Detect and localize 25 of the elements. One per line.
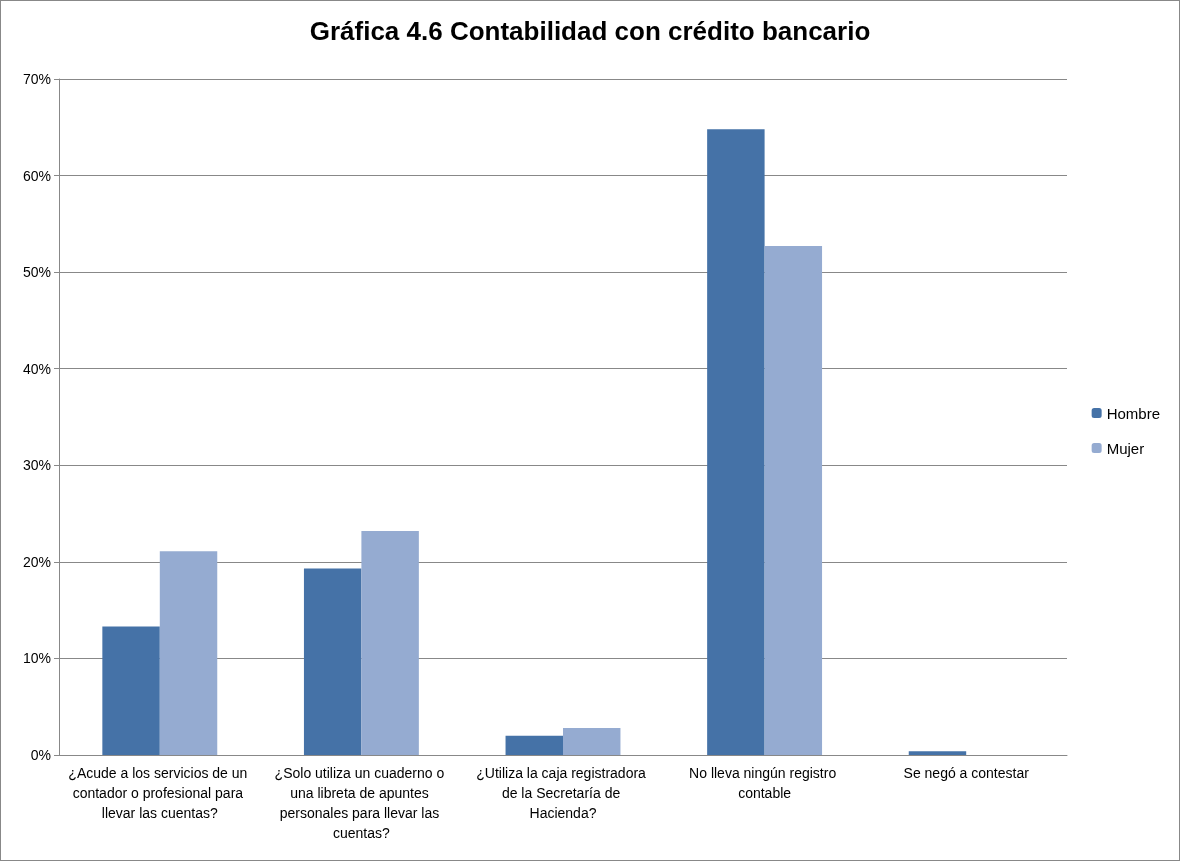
bar bbox=[908, 751, 967, 755]
legend-label: Mujer bbox=[1106, 439, 1145, 457]
y-tick-label: 30% bbox=[22, 457, 51, 474]
y-tick-label: 60% bbox=[22, 167, 51, 184]
bar bbox=[102, 626, 160, 755]
x-tick-label: ¿Utiliza la caja registradora de la Secretaría de Hacienda? bbox=[476, 765, 650, 821]
y-tick-label: 70% bbox=[22, 71, 51, 87]
y-tick-label: 50% bbox=[22, 264, 51, 281]
chart-title: Gráfica 4.6 Contabilidad con crédito bancario bbox=[309, 16, 871, 46]
x-tick-label: No lleva ningún registro contable bbox=[689, 765, 841, 801]
y-tick-label: 40% bbox=[22, 360, 51, 377]
y-tick-label: 20% bbox=[22, 553, 51, 570]
bar bbox=[303, 568, 362, 755]
x-tick-label: ¿Solo utiliza un cuaderno o una libreta de apuntes personales para llevar las cuentas? bbox=[274, 765, 449, 841]
y-tick-label: 10% bbox=[22, 650, 51, 667]
x-tick-label: ¿Acude a los servicios de un contador o profesional para llevar las cuentas? bbox=[68, 765, 252, 821]
bar bbox=[707, 129, 765, 755]
bar bbox=[361, 530, 419, 755]
y-tick-label: 0% bbox=[30, 747, 51, 763]
bar bbox=[159, 551, 218, 755]
legend-label: Hombre bbox=[1106, 404, 1161, 422]
bar bbox=[764, 246, 823, 755]
bar bbox=[563, 727, 621, 755]
x-tick-label: Se negó a contestar bbox=[903, 765, 1030, 781]
bar bbox=[505, 735, 563, 755]
